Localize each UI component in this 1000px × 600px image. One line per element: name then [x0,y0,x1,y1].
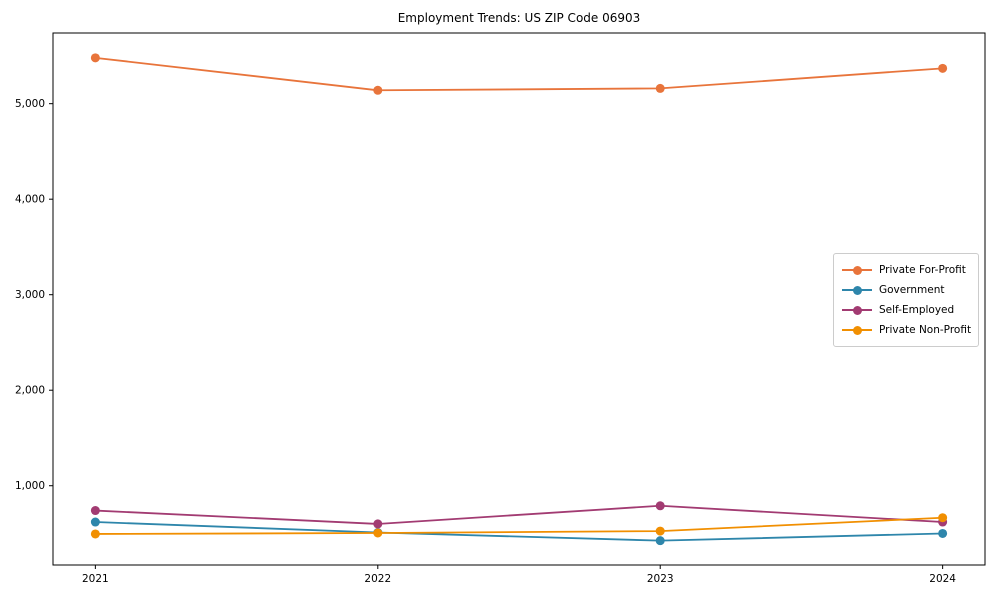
legend-label: Government [879,284,945,296]
series-line-self-employed [95,504,943,525]
y-tick-label: 2,000 [15,385,45,397]
legend: Private For-Profit Government Self-Employe… [833,253,979,347]
legend-item: Private For-Profit [842,260,969,280]
chart-title: Employment Trends: US ZIP Code 06903 [397,11,641,25]
series-line-government [95,521,943,542]
x-tick-label: 2021 [82,573,109,585]
series-line-private-non-profit [95,516,943,535]
axes-box [52,32,986,566]
legend-marker-icon [842,265,872,275]
series-marker-government [655,536,665,546]
series-marker-private-for-profit [655,83,665,93]
series-marker-private-non-profit [373,528,383,538]
series-marker-self-employed [655,501,665,511]
series-marker-government [90,517,100,527]
legend-marker-icon [842,325,872,335]
legend-item: Private Non-Profit [842,320,972,340]
series-marker-government [938,528,948,538]
legend-marker-icon [842,285,872,295]
series-marker-self-employed [90,506,100,516]
x-tick-label: 2023 [647,573,674,585]
legend-label: Private For-Profit [879,264,966,276]
series-line-private-for-profit [95,56,943,92]
legend-item: Self-Employed [842,300,969,320]
legend-label: Self-Employed [879,304,955,316]
series-marker-private-for-profit [90,53,100,63]
series-marker-self-employed [373,519,383,529]
legend-item: Government [842,280,969,300]
y-tick-label: 5,000 [15,98,45,110]
y-tick-label: 1,000 [15,480,45,492]
series-marker-private-non-profit [938,513,948,523]
legend-marker-icon [842,305,872,315]
legend-label: Private Non-Profit [879,324,972,336]
y-tick-label: 4,000 [15,194,45,206]
x-tick-label: 2022 [364,573,391,585]
y-tick-label: 3,000 [15,289,45,301]
x-tick-label: 2024 [929,573,956,585]
series-marker-private-for-profit [373,85,383,95]
series-marker-private-non-profit [90,529,100,539]
series-marker-private-non-profit [655,526,665,536]
series-marker-private-for-profit [938,63,948,73]
